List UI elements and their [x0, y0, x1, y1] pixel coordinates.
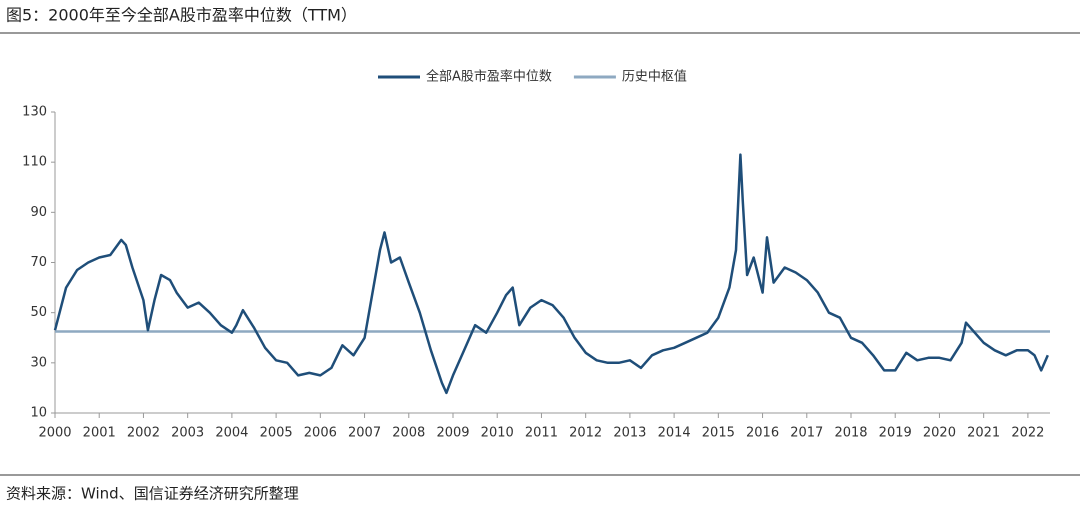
- y-tick-label: 10: [30, 406, 47, 421]
- legend-label: 历史中枢值: [622, 69, 687, 85]
- x-tick-label: 2002: [127, 426, 160, 441]
- source: 资料来源：Wind、国信证券经济研究所整理: [6, 485, 299, 503]
- x-tick-label: 2005: [260, 426, 293, 441]
- x-tick-label: 2022: [1011, 426, 1044, 441]
- chart-title: 图5：2000年至今全部A股市盈率中位数（TTM）: [6, 6, 357, 25]
- legend-label: 全部A股市盈率中位数: [426, 69, 552, 85]
- x-tick-label: 2015: [702, 426, 735, 441]
- x-tick-label: 2016: [746, 426, 779, 441]
- y-tick-label: 110: [22, 155, 47, 170]
- x-tick-label: 2010: [481, 426, 514, 441]
- x-tick-label: 2004: [215, 426, 248, 441]
- x-tick-label: 2021: [967, 426, 1000, 441]
- series-line: [53, 153, 1049, 395]
- x-tick-label: 2003: [171, 426, 204, 441]
- x-tick-label: 2000: [38, 426, 71, 441]
- y-tick-label: 30: [30, 355, 47, 370]
- x-tick-label: 2011: [525, 426, 558, 441]
- y-tick-label: 90: [30, 205, 47, 220]
- y-tick-label: 50: [30, 305, 47, 320]
- y-tick-label: 70: [30, 255, 47, 270]
- x-tick-label: 2018: [834, 426, 867, 441]
- x-tick-label: 2008: [392, 426, 425, 441]
- x-tick-label: 2007: [348, 426, 381, 441]
- x-tick-label: 2006: [304, 426, 337, 441]
- x-tick-label: 2001: [83, 426, 116, 441]
- x-tick-label: 2019: [879, 426, 912, 441]
- x-tick-label: 2009: [436, 426, 469, 441]
- y-tick-label: 130: [22, 105, 47, 120]
- x-tick-label: 2012: [569, 426, 602, 441]
- x-tick-label: 2014: [658, 426, 691, 441]
- x-tick-label: 2020: [923, 426, 956, 441]
- x-tick-label: 2017: [790, 426, 823, 441]
- x-tick-label: 2013: [613, 426, 646, 441]
